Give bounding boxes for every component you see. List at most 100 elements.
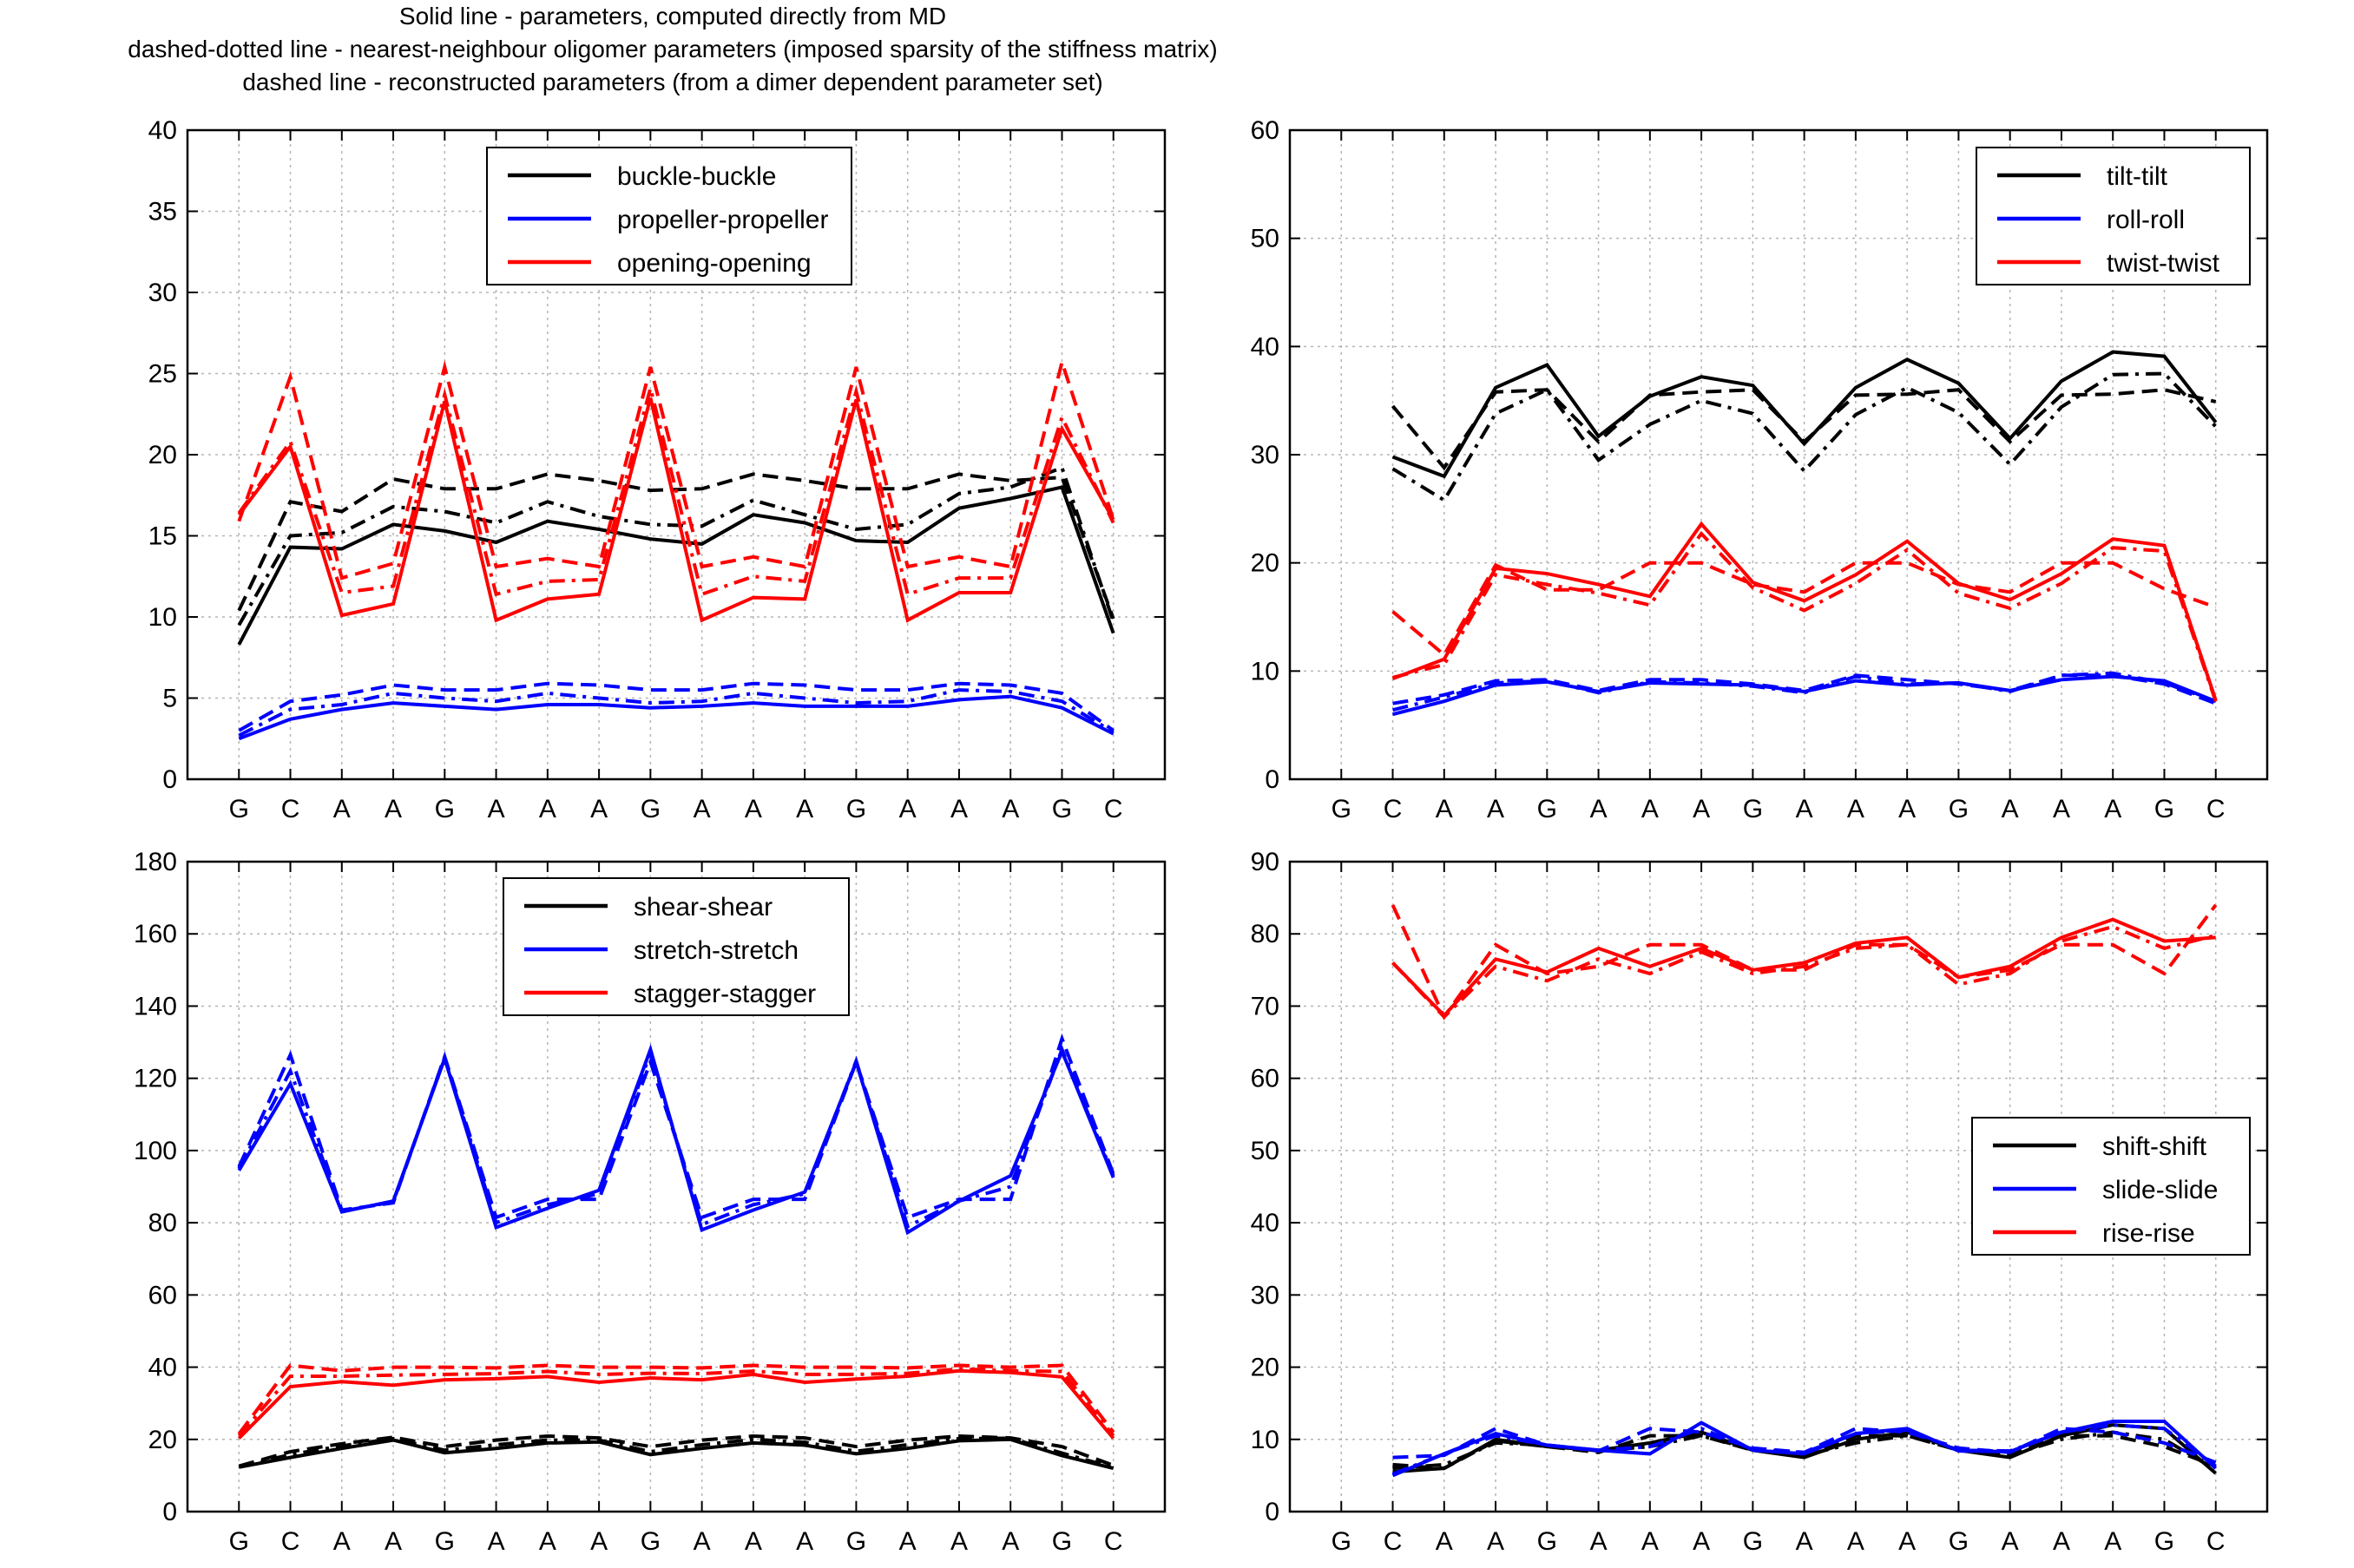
chart-panel-bottom-left: 0 20 40 60 80 100 120 140 160 180 G C A A G A A A G A A A G A A A…	[134, 848, 1167, 1556]
y-tick-label: 40	[148, 116, 177, 145]
x-tick-label: A	[488, 795, 505, 823]
x-tick-label: C	[281, 1527, 300, 1556]
x-tick-label: G	[229, 795, 249, 823]
x-tick-label: A	[694, 1527, 711, 1556]
y-tick-label: 40	[1251, 332, 1279, 361]
series-line-slide-slide-dashdot	[1391, 1423, 2217, 1476]
y-tick-label: 20	[1251, 549, 1279, 578]
y-tick-label: 0	[1265, 765, 1279, 794]
legend-label: shift-shift	[2102, 1132, 2207, 1161]
legend-label: buckle-buckle	[617, 162, 776, 191]
series-line-tilt-tilt-dashed	[1391, 388, 2217, 471]
x-tick-label: C	[1104, 1527, 1123, 1556]
series-line-shear-shear-dashed	[238, 1434, 1115, 1468]
legend-label: slide-slide	[2102, 1176, 2218, 1204]
x-tick-label: A	[2053, 1527, 2070, 1556]
x-tick-label: A	[1002, 795, 1019, 823]
chart-panel-bottom-right: 0 10 20 30 40 50 60 70 80 90 G C A A G A A A G A A A G A A A G Cshi…	[1251, 848, 2269, 1556]
y-tick-label: 30	[1251, 1281, 1279, 1309]
chart-panel-top-left: 0 5 10 15 20 25 30 35 40 G C A A G A A A G A A A G A A A G Cbuckle…	[148, 116, 1167, 823]
x-tick-label: A	[796, 1527, 813, 1556]
x-tick-label: A	[590, 795, 608, 823]
series-line-shear-shear-solid	[238, 1437, 1115, 1471]
x-tick-label: A	[2104, 1527, 2121, 1556]
x-tick-label: A	[385, 795, 402, 823]
x-tick-label: G	[846, 795, 866, 823]
x-tick-label: G	[435, 1527, 455, 1556]
x-tick-label: A	[1436, 1527, 1453, 1556]
x-tick-label: A	[1898, 1527, 1916, 1556]
series-line-rise-rise-solid	[1391, 917, 2216, 1019]
axes-box	[1288, 128, 2269, 781]
y-tick-label: 20	[1251, 1354, 1279, 1382]
x-tick-label: A	[590, 1527, 608, 1556]
x-tick-label: A	[1847, 795, 1864, 823]
legend: shear-shear stretch-stretch stagger-stagge…	[503, 877, 850, 1016]
legend-label: opening-opening	[617, 249, 812, 278]
x-tick-label: A	[745, 795, 762, 823]
y-tick-label: 10	[1251, 657, 1279, 686]
y-tick-label: 60	[1251, 1065, 1279, 1093]
y-tick-label: 40	[148, 1354, 177, 1382]
x-tick-label: A	[539, 795, 556, 823]
series-line-stagger-stagger-solid	[237, 1368, 1115, 1440]
y-tick-label: 140	[134, 992, 177, 1020]
legend-label: twist-twist	[2107, 249, 2220, 278]
header-line-3: dashed line - reconstructed parameters (…	[242, 69, 1103, 95]
series-line-propeller-propeller-dashed	[238, 681, 1115, 732]
series-line-buckle-buckle-solid	[237, 485, 1115, 646]
x-tick-label: A	[1796, 795, 1813, 823]
header-line-2: dashed-dotted line - nearest-neighbour o…	[128, 36, 1218, 62]
x-tick-label: A	[2002, 795, 2019, 823]
series-line-opening-opening-solid	[237, 397, 1115, 623]
y-tick-label: 20	[148, 1426, 177, 1454]
series-line-buckle-buckle-dashdot	[237, 465, 1115, 627]
x-tick-label: C	[281, 795, 300, 823]
series-line-twist-twist-dashdot	[1392, 530, 2218, 702]
legend-label: roll-roll	[2107, 206, 2185, 234]
y-tick-label: 0	[162, 1498, 177, 1526]
y-tick-label: 60	[1251, 116, 1279, 145]
series-line-rise-rise-dashed	[1391, 903, 2218, 1020]
x-tick-label: A	[1693, 795, 1710, 823]
x-tick-label: G	[1537, 1527, 1557, 1556]
x-tick-label: G	[641, 795, 661, 823]
series-line-propeller-propeller-solid	[238, 694, 1115, 741]
y-tick-label: 15	[148, 522, 177, 551]
legend-label: propeller-propeller	[617, 206, 828, 234]
series-line-opening-opening-dashed	[237, 356, 1115, 581]
series-line-stagger-stagger-dashdot	[237, 1367, 1115, 1437]
y-tick-label: 160	[134, 920, 177, 948]
x-tick-label: C	[1104, 795, 1123, 823]
x-tick-label: A	[385, 1527, 402, 1556]
x-tick-label: G	[1537, 795, 1557, 823]
x-tick-label: A	[1590, 795, 1608, 823]
x-tick-label: A	[796, 795, 813, 823]
series-line-shear-shear-dashdot	[238, 1436, 1115, 1470]
x-tick-label: G	[1052, 795, 1072, 823]
x-tick-label: A	[1641, 795, 1659, 823]
x-tick-label: G	[1052, 1527, 1072, 1556]
x-tick-label: A	[2104, 795, 2121, 823]
x-tick-label: A	[333, 1527, 351, 1556]
chart-panel-top-right: 0 10 20 30 40 50 60 G C A A G A A A G A A A G A A A G Ctilt-tilt…	[1251, 116, 2269, 823]
x-tick-label: A	[539, 1527, 556, 1556]
figure-header: Solid line - parameters, computed direct…	[0, 0, 1345, 99]
x-tick-label: G	[1743, 795, 1763, 823]
x-tick-label: A	[950, 795, 968, 823]
x-tick-label: G	[1949, 795, 1969, 823]
y-tick-label: 80	[148, 1209, 177, 1237]
x-tick-label: G	[2154, 795, 2174, 823]
x-tick-label: C	[1384, 795, 1403, 823]
y-tick-label: 50	[1251, 1137, 1279, 1165]
y-tick-label: 0	[162, 765, 177, 794]
x-tick-label: A	[1487, 795, 1504, 823]
x-tick-label: A	[899, 1527, 917, 1556]
legend-label: stagger-stagger	[634, 980, 816, 1008]
x-tick-label: A	[694, 795, 711, 823]
x-tick-label: C	[2206, 795, 2226, 823]
y-tick-label: 35	[148, 198, 177, 226]
x-tick-label: G	[846, 1527, 866, 1556]
x-tick-label: G	[1332, 1527, 1351, 1556]
